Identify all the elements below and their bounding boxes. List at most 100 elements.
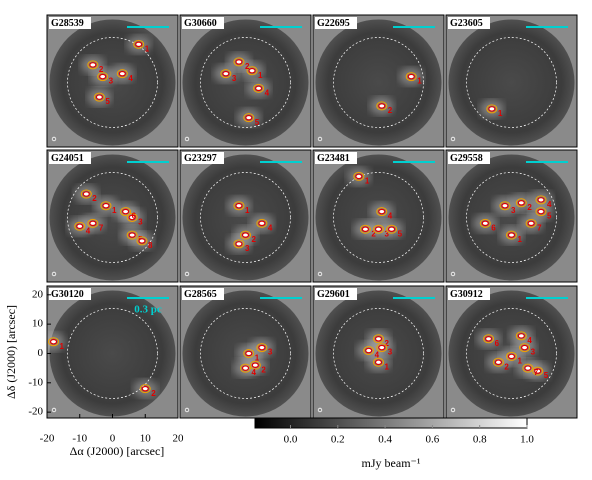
source-label: 5 [544, 371, 549, 380]
contour-outer [506, 351, 517, 361]
contour-outer [479, 218, 491, 228]
y-tick-label: 0 [38, 347, 44, 359]
contour-outer [80, 189, 92, 199]
panel-name: G23605 [450, 18, 483, 29]
panel-name: G28565 [184, 289, 217, 300]
source [520, 344, 529, 351]
colorbar-tick-label: 0.6 [426, 434, 440, 446]
source-label: 3 [109, 77, 114, 86]
source-label: 4 [268, 223, 273, 232]
source [378, 344, 386, 351]
field [448, 19, 575, 146]
contour-outer [87, 218, 99, 228]
source-label: 4 [128, 74, 133, 83]
panel-name: G30120 [51, 289, 84, 300]
source-label: 2 [245, 62, 250, 71]
field [315, 19, 442, 146]
contour-outer [139, 384, 151, 394]
source [507, 232, 516, 238]
x-tick-label: 20 [173, 433, 185, 445]
source [128, 232, 136, 238]
source [378, 103, 386, 109]
contour-outer [136, 236, 148, 246]
source-label: 6 [495, 339, 500, 348]
x-axis-label: Δα (J2000) [arcsec] [70, 444, 165, 458]
source [355, 173, 363, 180]
source-label: 2 [92, 194, 97, 203]
source [128, 214, 136, 221]
x-tick-label: 0 [110, 433, 116, 445]
contour-outer [87, 60, 99, 70]
panel-frame [445, 149, 578, 283]
contour-outer [243, 113, 255, 123]
fov-circle [67, 37, 158, 128]
fov-circle [466, 308, 557, 399]
source-label: 1 [145, 44, 150, 53]
colorbar-tick-label: 0.8 [473, 434, 487, 446]
fov-circle [466, 172, 557, 263]
panel: 1 234 G29601 [313, 286, 444, 418]
beam [184, 407, 190, 413]
field [182, 154, 309, 281]
source-label: 1 [245, 206, 250, 215]
contour-outer [240, 230, 251, 240]
contour-outer [249, 360, 261, 370]
source-label: 3 [232, 74, 237, 83]
contour-outer [522, 363, 534, 373]
fov-circle [200, 308, 291, 399]
panel-frame [312, 14, 445, 148]
contour-outer [486, 104, 498, 114]
colorbar-tick-label: 1.0 [520, 434, 534, 446]
source-label: 3 [531, 348, 536, 357]
contour-outer [483, 334, 495, 344]
panel: 1 2 3 4 5 6 7 G29558 [446, 150, 577, 282]
contour-outer [256, 343, 268, 353]
source [365, 347, 373, 354]
source [524, 365, 532, 371]
source-label: 5 [547, 212, 552, 221]
source-label: 4 [527, 336, 532, 345]
y-tick-label: 10 [32, 318, 44, 330]
panel-name: G30912 [450, 289, 483, 300]
source [235, 59, 243, 65]
name-box [448, 17, 490, 29]
source [82, 191, 90, 197]
panel: 1 23 4 G23297 [180, 150, 311, 282]
contour-outer [133, 39, 145, 49]
source [374, 226, 383, 233]
panel: 1 2 G22695 [313, 15, 444, 147]
beam [51, 407, 57, 413]
source [488, 106, 496, 112]
beam [184, 271, 190, 277]
name-box [49, 17, 91, 29]
fov-circle [333, 37, 424, 128]
contour-outer [116, 69, 128, 79]
panel-frame [445, 14, 578, 148]
source-label: 2 [99, 65, 104, 74]
source-label: 1 [498, 109, 503, 118]
contour-outer [93, 92, 105, 102]
source-label: 1 [518, 357, 523, 366]
scale-bar-label: 0.3 pc [134, 304, 162, 316]
x-tick-label: 10 [140, 433, 152, 445]
source [258, 220, 266, 227]
colorbar-tick-label: 0.2 [331, 434, 345, 446]
beam [450, 136, 456, 142]
source [89, 62, 97, 68]
source [99, 73, 107, 80]
panel: 123 4 G28565 [180, 286, 311, 418]
source [484, 335, 493, 342]
source [241, 232, 250, 238]
panel-name: G23481 [317, 153, 350, 164]
y-tick-label: -20 [28, 406, 43, 418]
source [102, 202, 110, 209]
source [121, 208, 130, 215]
source-label: 3 [511, 206, 516, 215]
source-label: 1 [518, 235, 523, 244]
beam [317, 271, 323, 277]
colorbar-tick-label: 0.4 [378, 434, 392, 446]
source [141, 385, 149, 392]
source-label: 1 [385, 362, 390, 371]
name-box [448, 288, 490, 300]
source-label: 1 [112, 206, 117, 215]
